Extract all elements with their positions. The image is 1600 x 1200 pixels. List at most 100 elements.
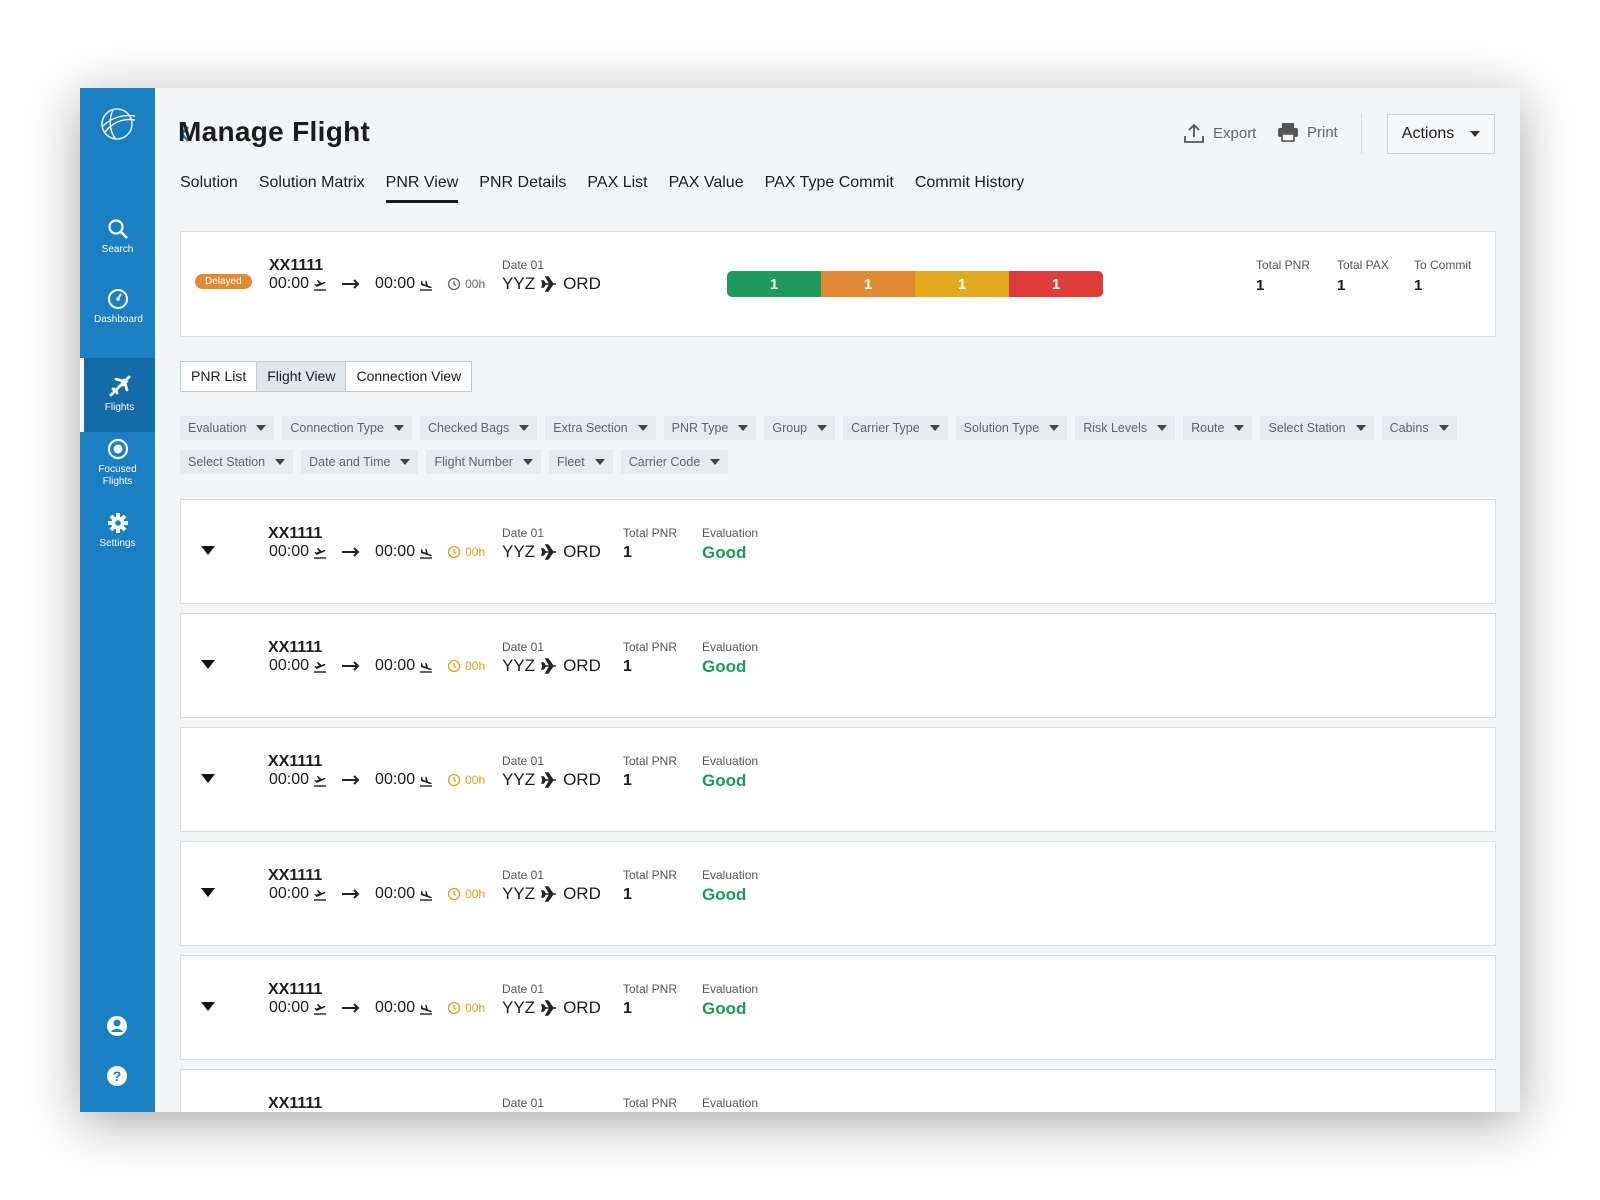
plane-icon (541, 772, 557, 788)
flight-row[interactable]: XX1111 Date 01 Total PNR Evaluation (180, 1069, 1496, 1112)
arrival-time: 00:00 (375, 543, 416, 560)
tab[interactable]: Solution Matrix (258, 174, 365, 191)
stat-value: 1 (1256, 277, 1265, 294)
flight-number: XX1111 (268, 525, 323, 542)
filter-bar: Evaluation Connection Type Checked Bags Ext… (180, 416, 1510, 474)
arrow-icon (342, 661, 360, 671)
caret (519, 425, 530, 431)
back-button[interactable] (178, 124, 192, 144)
tab[interactable]: PNR View (385, 174, 459, 203)
times: 00:00 00:00 00h (269, 885, 485, 903)
flight-row[interactable]: XX1111 00:00 00:00 00h Date 01 YYZ ORD Total PN… (180, 841, 1496, 946)
actions-button[interactable]: Actions (1387, 114, 1495, 154)
arrival-time: 00:00 (375, 771, 416, 788)
filter-dropdown[interactable]: Cabins (1381, 416, 1457, 440)
duration: 00h (465, 887, 486, 901)
departure-time: 00:00 (269, 543, 310, 560)
date-label: Date 01 (502, 526, 545, 540)
nav-label: Search (101, 244, 134, 255)
filter-label: Select Station (188, 455, 266, 469)
caret (275, 459, 286, 465)
stat-label: Total PNR (1256, 258, 1311, 272)
duration: 00h (465, 659, 486, 673)
nav-item[interactable]: Focused Flights (80, 438, 155, 488)
caret (710, 459, 721, 465)
filter-dropdown[interactable]: Extra Section (545, 416, 656, 440)
flight-list: XX1111 00:00 00:00 00h Date 01 YYZ ORD Total PN… (180, 499, 1496, 1112)
flight-row[interactable]: XX1111 00:00 00:00 00h Date 01 YYZ ORD Total PN… (180, 727, 1496, 832)
nav-item[interactable]: Flights (80, 358, 155, 432)
evaluation: Good (702, 999, 747, 1018)
origin: YYZ (502, 656, 536, 675)
filter-dropdown[interactable]: Date and Time (301, 450, 419, 474)
evaluation-label: Evaluation (702, 526, 759, 540)
filter-dropdown[interactable]: Checked Bags (419, 416, 538, 440)
filter-dropdown[interactable]: Flight Number (426, 450, 541, 474)
filter-label: Connection Type (290, 421, 384, 435)
filter-dropdown[interactable]: PNR Type (663, 416, 757, 440)
tab[interactable]: PAX Value (668, 174, 744, 191)
risk-segment: 1 (1009, 271, 1103, 297)
filter-dropdown[interactable]: Fleet (548, 450, 613, 474)
stat-label: To Commit (1414, 258, 1472, 272)
stat-value: 1 (1414, 277, 1423, 294)
date-label: Date 01 (502, 258, 545, 272)
filter-dropdown[interactable]: Select Station (1260, 416, 1374, 440)
caret (637, 425, 648, 431)
total-pnr-label: Total PNR (623, 526, 678, 540)
filter-dropdown[interactable]: Solution Type (955, 416, 1068, 440)
summary-card: Delayed XX1111 00:00 00:00 00h Date 01 YYZ ORD 1… (180, 231, 1496, 337)
filter-dropdown[interactable]: Group (764, 416, 836, 440)
help-icon[interactable]: ? (105, 1064, 129, 1088)
landing-icon (420, 662, 433, 673)
landing-icon (420, 890, 433, 901)
filter-label: Risk Levels (1083, 421, 1148, 435)
clock-icon (447, 773, 461, 787)
filter-dropdown[interactable]: Carrier Type (843, 416, 948, 440)
flight-number: XX1111 (269, 257, 324, 274)
filter-dropdown[interactable]: Connection Type (282, 416, 412, 440)
total-pnr: 1 (623, 544, 632, 561)
expand-caret (201, 1002, 215, 1011)
evaluation: Good (702, 543, 747, 562)
nav-item[interactable]: Settings (80, 512, 155, 550)
export-button[interactable]: Export (1183, 122, 1256, 144)
print-button[interactable]: Print (1277, 122, 1338, 142)
origin: YYZ (502, 998, 536, 1017)
evaluation-label: Evaluation (702, 754, 759, 768)
nav-item[interactable]: Search (80, 218, 155, 256)
flight-row[interactable]: XX1111 00:00 00:00 00h Date 01 YYZ ORD Total PN… (180, 955, 1496, 1060)
tab[interactable]: Solution (180, 174, 238, 191)
total-pnr-label: Total PNR (623, 640, 678, 654)
nav-icon (107, 289, 128, 309)
flight-row[interactable]: XX1111 00:00 00:00 00h Date 01 YYZ ORD Total PN… (180, 499, 1496, 604)
nav-item[interactable]: Dashboard (80, 288, 155, 326)
user-icon[interactable] (105, 1014, 129, 1038)
total-pnr-label: Total PNR (623, 868, 678, 882)
total-pnr-label: Total PNR (623, 1096, 678, 1110)
origin: YYZ (502, 770, 536, 789)
landing-icon (420, 280, 433, 291)
origin: YYZ (502, 274, 536, 293)
risk-segment: 1 (821, 271, 915, 297)
filter-dropdown[interactable]: Carrier Code (620, 450, 729, 474)
flight-row[interactable]: XX1111 00:00 00:00 00h Date 01 YYZ ORD Total PN… (180, 613, 1496, 718)
arrow-icon (342, 775, 360, 785)
filter-dropdown[interactable]: Select Station (180, 450, 294, 474)
tab[interactable]: PAX List (587, 174, 648, 191)
toggle-button[interactable]: PNR List (181, 362, 258, 391)
arrival-time: 00:00 (375, 657, 416, 674)
stat-label: Total PAX (1337, 258, 1389, 272)
tab-bar: Solution Solution Matrix PNR View PNR Detai… (180, 174, 1024, 203)
nav-icon (107, 438, 128, 460)
toggle-button[interactable]: Connection View (356, 368, 462, 384)
tab[interactable]: Commit History (914, 174, 1025, 191)
tab[interactable]: PAX Type Commit (764, 174, 894, 191)
toggle-button[interactable]: Flight View (257, 362, 347, 391)
filter-dropdown[interactable]: Evaluation (180, 416, 275, 440)
filter-dropdown[interactable]: Risk Levels (1075, 416, 1176, 440)
filter-dropdown[interactable]: Route (1183, 416, 1253, 440)
evaluation-label: Evaluation (702, 982, 759, 996)
tab[interactable]: PNR Details (479, 174, 567, 191)
nav-label: Dashboard (94, 314, 143, 325)
